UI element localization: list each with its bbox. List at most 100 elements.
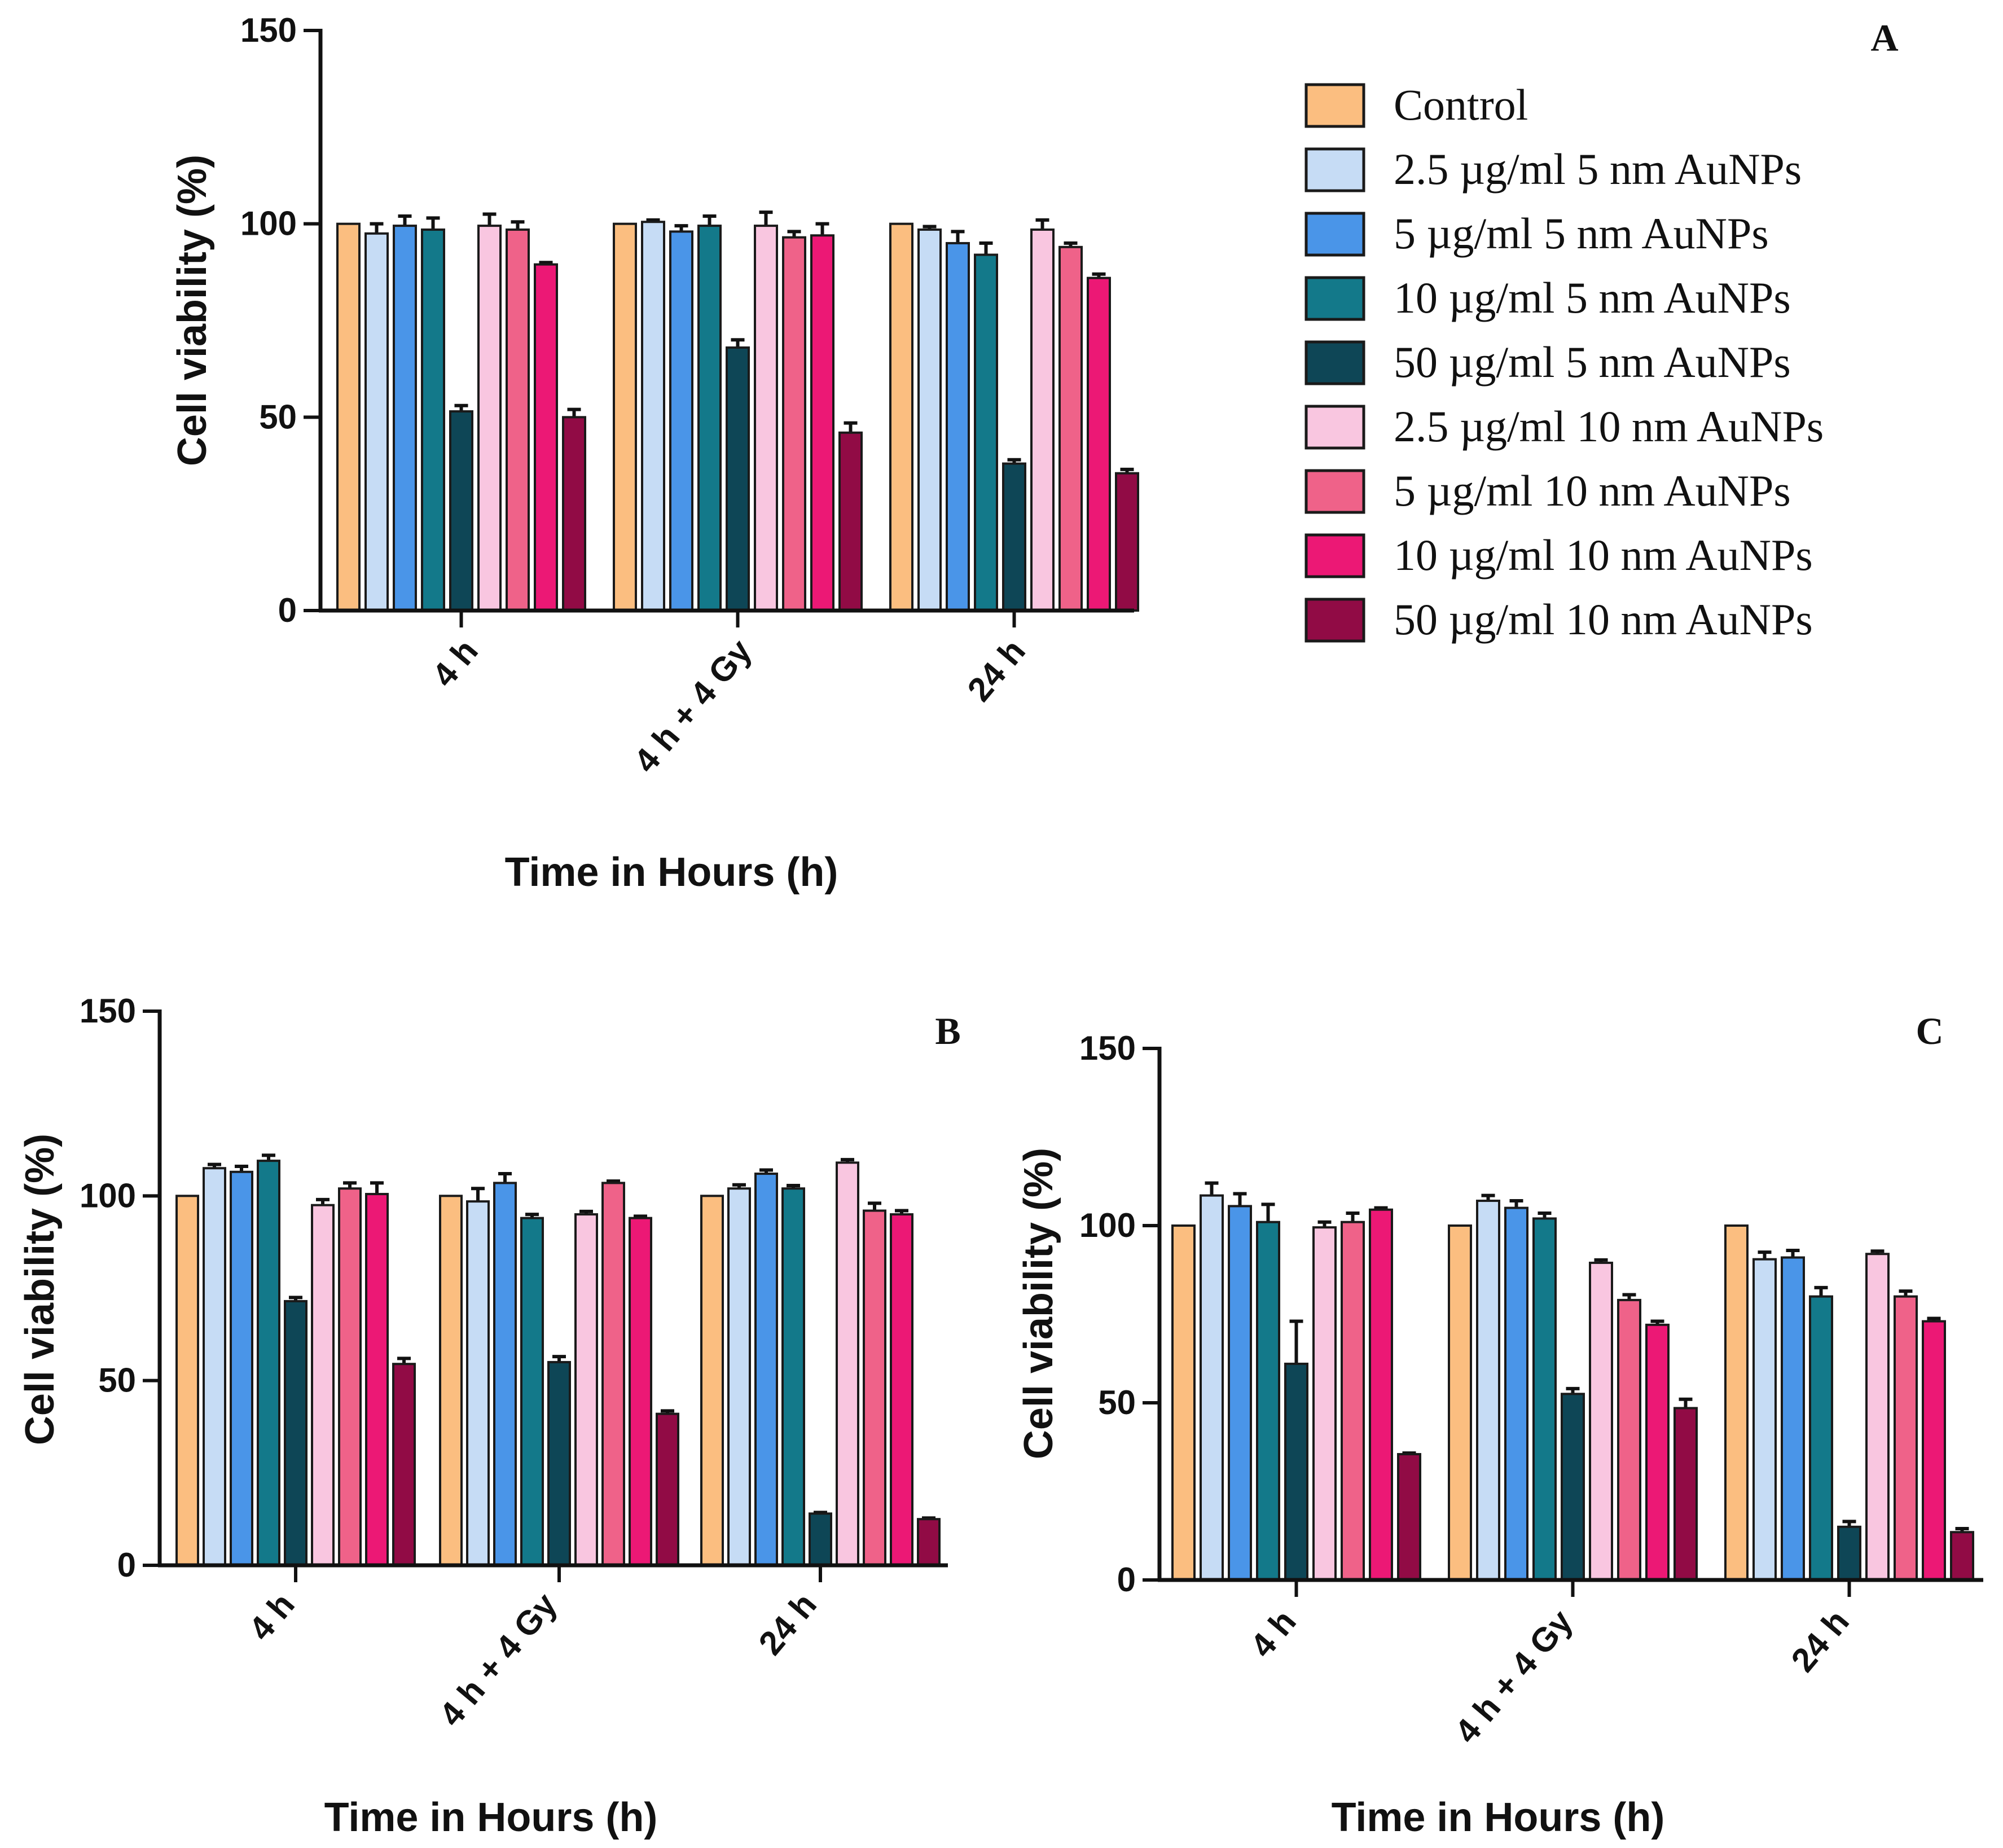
bar <box>1369 1208 1393 1581</box>
legend-label: 50 µg/ml 10 nm AuNPs <box>1394 595 1813 644</box>
bar <box>641 221 665 612</box>
x-tick-label: 4 h <box>1243 1603 1303 1664</box>
bar <box>449 410 473 612</box>
legend-swatch <box>1304 469 1365 514</box>
bar <box>1809 1295 1833 1582</box>
y-tick-label: 100 <box>240 205 297 243</box>
bar <box>203 1167 226 1567</box>
bar <box>754 225 778 612</box>
legend-label: 50 µg/ml 5 nm AuNPs <box>1394 337 1791 387</box>
bar <box>520 1217 544 1566</box>
bar <box>836 1161 859 1566</box>
bar <box>284 1300 308 1566</box>
bar <box>1171 1224 1196 1581</box>
panel-label: B <box>935 1009 960 1052</box>
bar <box>727 1187 751 1566</box>
x-tick-label: 24 h <box>751 1586 823 1662</box>
bar <box>863 1209 886 1566</box>
legend-swatch <box>1304 276 1365 321</box>
bar <box>656 1412 679 1566</box>
bar <box>889 222 913 612</box>
bar <box>946 242 970 612</box>
legend-item: 5 µg/ml 10 nm AuNPs <box>1304 466 1791 515</box>
x-tick-label: 4 h + 4 Gy <box>432 1586 564 1733</box>
legend-swatch <box>1304 83 1365 128</box>
bar <box>393 225 417 612</box>
bar <box>1724 1224 1749 1581</box>
bar <box>439 1195 463 1566</box>
bar <box>838 431 863 612</box>
bar <box>1894 1295 1918 1582</box>
bar <box>257 1160 280 1566</box>
legend-swatch <box>1304 533 1365 578</box>
bar <box>547 1360 571 1567</box>
bar <box>365 1193 389 1567</box>
bar <box>477 225 502 612</box>
bar <box>890 1213 913 1566</box>
y-tick-label: 100 <box>80 1177 136 1214</box>
bar <box>574 1213 598 1566</box>
bar <box>629 1217 652 1566</box>
bar <box>726 346 750 612</box>
bar <box>1781 1256 1805 1581</box>
x-tick-label: 4 h <box>425 632 485 693</box>
bar <box>974 253 998 612</box>
bar <box>1341 1221 1365 1581</box>
y-tick-label: 0 <box>1117 1561 1136 1599</box>
bar <box>1002 462 1026 612</box>
bar <box>1312 1226 1337 1581</box>
bar <box>311 1204 335 1566</box>
bar <box>493 1182 517 1566</box>
chart-panel-b: 0 50 100 150 4 h 4 h + 4 Gy 24 h Time in Hours … <box>17 992 961 1840</box>
bar <box>1200 1194 1224 1582</box>
y-tick-label: 50 <box>259 398 297 436</box>
bar <box>1397 1453 1421 1582</box>
bar <box>1476 1200 1500 1582</box>
bar <box>421 228 445 612</box>
bar <box>1532 1217 1557 1581</box>
bar <box>700 1195 724 1566</box>
bar <box>754 1173 778 1566</box>
legend-label: Control <box>1394 80 1528 129</box>
legend-label: 2.5 µg/ml 5 nm AuNPs <box>1394 144 1802 194</box>
legend-item: 10 µg/ml 5 nm AuNPs <box>1304 273 1791 322</box>
bar <box>1284 1362 1308 1581</box>
bar <box>697 225 722 612</box>
bar <box>782 236 806 612</box>
y-axis-title: Cell viability (%) <box>1016 1148 1061 1459</box>
legend-item: 10 µg/ml 10 nm AuNPs <box>1304 530 1813 580</box>
bar <box>1087 276 1111 612</box>
legend-swatch <box>1304 147 1365 192</box>
bar <box>364 232 389 612</box>
legend-label: 5 µg/ml 10 nm AuNPs <box>1394 466 1791 515</box>
chart-panel-c: 0 50 100 150 4 h 4 h + 4 Gy 24 h Time in Hours … <box>1016 1009 1983 1840</box>
bar <box>336 222 361 612</box>
legend-label: 2.5 µg/ml 10 nm AuNPs <box>1394 402 1824 451</box>
bar <box>1448 1224 1472 1581</box>
legend-swatch <box>1304 598 1365 643</box>
bar <box>601 1182 625 1566</box>
legend-swatch <box>1304 405 1365 450</box>
panels-layer: 0 50 100 150 4 h 4 h + 4 Gy 24 h Time in Hours … <box>17 11 1983 1840</box>
bar <box>534 263 558 612</box>
legend-label: 10 µg/ml 10 nm AuNPs <box>1394 530 1813 580</box>
y-axis-title: Cell viability (%) <box>170 155 215 466</box>
legend-item: 50 µg/ml 5 nm AuNPs <box>1304 337 1791 387</box>
x-tick-label: 24 h <box>960 632 1032 708</box>
chart-panel-a: 0 50 100 150 4 h 4 h + 4 Gy 24 h Time in Hours … <box>170 11 1899 895</box>
panel-label: C <box>1916 1009 1943 1052</box>
bar <box>1256 1221 1280 1581</box>
bar <box>1115 472 1139 612</box>
y-tick-label: 150 <box>240 11 297 49</box>
bar <box>466 1200 490 1566</box>
bar <box>917 1518 941 1567</box>
legend: Control 2.5 µg/ml 5 nm AuNPs 5 µg/ml 5 nm … <box>1304 80 1824 644</box>
bar <box>810 234 834 612</box>
legend-item: 50 µg/ml 10 nm AuNPs <box>1304 595 1813 644</box>
bar <box>613 222 637 612</box>
bar <box>1589 1261 1613 1581</box>
bar <box>1752 1258 1777 1581</box>
bar <box>669 230 693 612</box>
bar <box>1228 1205 1252 1581</box>
